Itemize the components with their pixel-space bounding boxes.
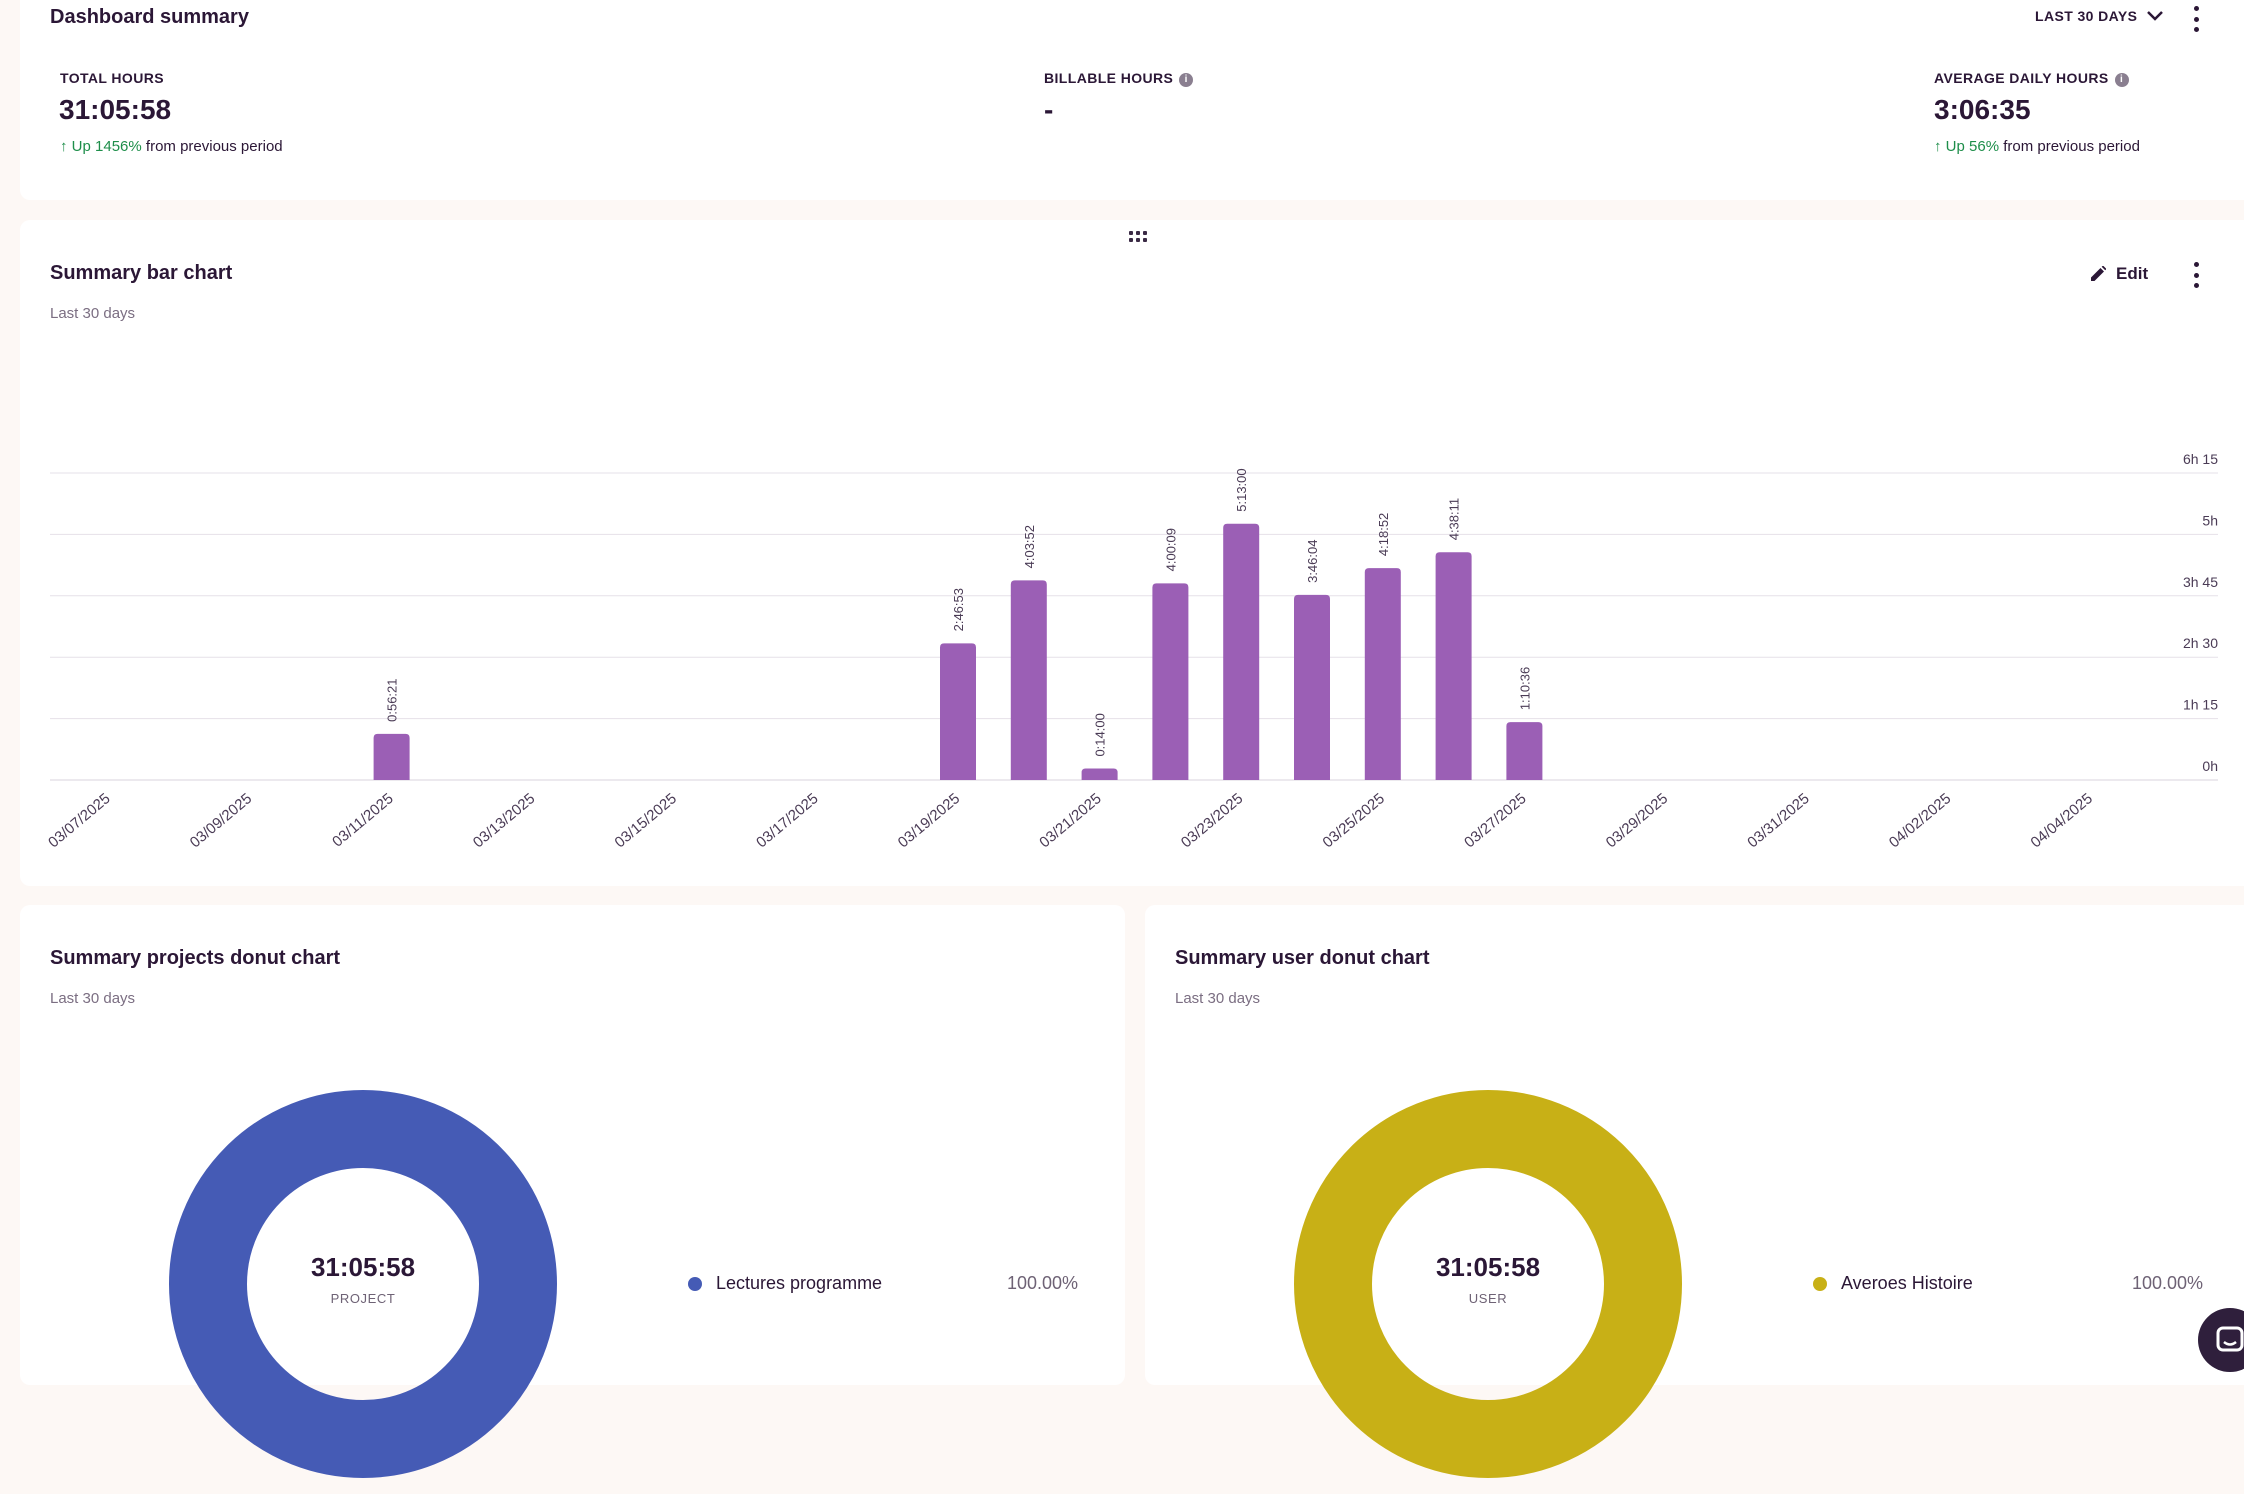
- average-daily-hours-label: AVERAGE DAILY HOURS i: [1934, 70, 2129, 87]
- average-daily-hours-trend-text: from previous period: [1999, 138, 2140, 155]
- dashboard-summary-title: Dashboard summary: [50, 6, 249, 28]
- projects-donut-center-label: PROJECT: [330, 1291, 396, 1306]
- user-donut-center: 31:05:58 USER: [1388, 1252, 1588, 1306]
- user-legend-item[interactable]: Averoes Histoire: [1813, 1273, 1973, 1294]
- projects-donut-title: Summary projects donut chart: [50, 947, 341, 969]
- chat-icon: [2216, 1326, 2244, 1352]
- billable-hours-label: BILLABLE HOURS i: [1044, 70, 1194, 87]
- summary-more-icon[interactable]: [2192, 6, 2200, 32]
- average-daily-hours-value: 3:06:35: [1934, 94, 2031, 125]
- info-icon[interactable]: i: [2114, 73, 2129, 87]
- projects-legend-name: Lectures programme: [716, 1273, 883, 1293]
- total-hours-label: TOTAL HOURS: [60, 70, 164, 86]
- info-icon[interactable]: i: [1179, 73, 1194, 87]
- drag-handle-icon[interactable]: [1129, 231, 1147, 242]
- edit-button-label: Edit: [2116, 264, 2149, 283]
- projects-legend-item[interactable]: Lectures programme: [688, 1273, 882, 1294]
- bar-chart-title: Summary bar chart: [50, 262, 233, 284]
- total-hours-trend-value: Up 1456%: [71, 138, 142, 155]
- total-hours-trend-text: from previous period: [141, 138, 283, 155]
- user-donut-title: Summary user donut chart: [1175, 947, 1430, 969]
- projects-donut-center: 31:05:58 PROJECT: [263, 1252, 463, 1306]
- total-hours-value: 31:05:58: [59, 94, 172, 125]
- user-donut-subtitle: Last 30 days: [1175, 990, 1261, 1007]
- average-daily-hours-trend: ↑ Up 56% from previous period: [1934, 138, 2140, 155]
- user-donut-center-label: USER: [1468, 1291, 1508, 1306]
- user-donut-center-value: 31:05:58: [1435, 1252, 1541, 1282]
- billable-hours-value: -: [1044, 94, 1054, 125]
- legend-swatch: [1813, 1276, 1827, 1291]
- average-daily-hours-trend-value: Up 56%: [1945, 138, 2000, 155]
- legend-swatch: [688, 1276, 702, 1291]
- chevron-down-icon: [2147, 11, 2164, 21]
- range-select-label: LAST 30 DAYS: [2035, 8, 2138, 24]
- projects-donut-subtitle: Last 30 days: [50, 990, 136, 1007]
- bar-chart-subtitle: Last 30 days: [50, 305, 136, 322]
- edit-button[interactable]: Edit: [2090, 264, 2148, 284]
- user-legend-pct: 100.00%: [2132, 1273, 2204, 1293]
- pencil-icon: [2091, 266, 2106, 281]
- bar-chart-card: Summary bar chart Last 30 days Edit: [20, 220, 2244, 886]
- projects-legend-pct: 100.00%: [1007, 1273, 1079, 1293]
- chat-launcher-button[interactable]: [2198, 1308, 2244, 1372]
- user-legend-name: Averoes Histoire: [1841, 1273, 1973, 1293]
- bar-chart-more-icon[interactable]: [2192, 262, 2200, 288]
- arrow-up-icon: ↑: [60, 138, 68, 155]
- projects-donut-center-value: 31:05:58: [310, 1252, 416, 1282]
- range-select[interactable]: LAST 30 DAYS: [2035, 8, 2164, 24]
- dashboard-summary-card: Dashboard summary LAST 30 DAYS TOTAL HOU…: [20, 0, 2244, 200]
- arrow-up-icon: ↑: [1934, 138, 1942, 155]
- total-hours-trend: ↑ Up 1456% from previous period: [60, 138, 283, 155]
